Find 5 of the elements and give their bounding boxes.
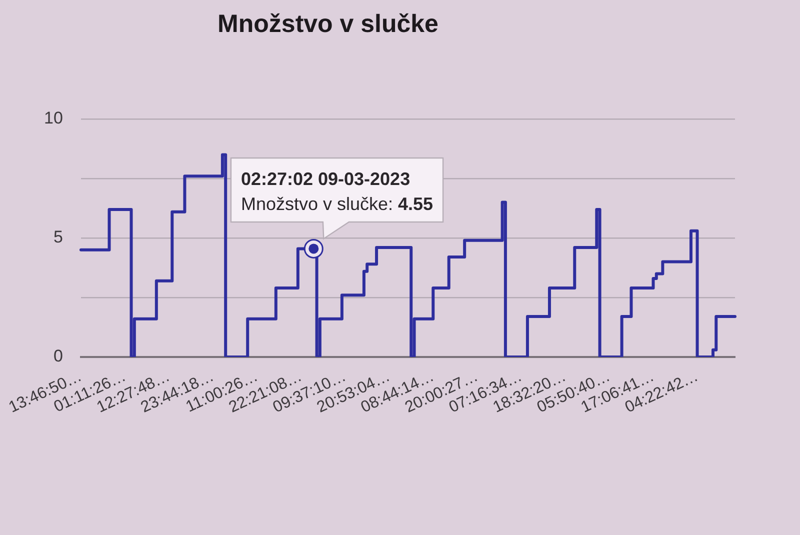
y-tick-label: 5 — [53, 228, 63, 247]
annotation: 02:27:02 09-03-2023 Množstvo v slučke: 4.55 — [240, 169, 434, 214]
y-tick-label: 10 — [44, 108, 63, 128]
chart-title: Množstvo v slučke — [218, 10, 439, 38]
y-tick-label: 0 — [53, 346, 63, 366]
